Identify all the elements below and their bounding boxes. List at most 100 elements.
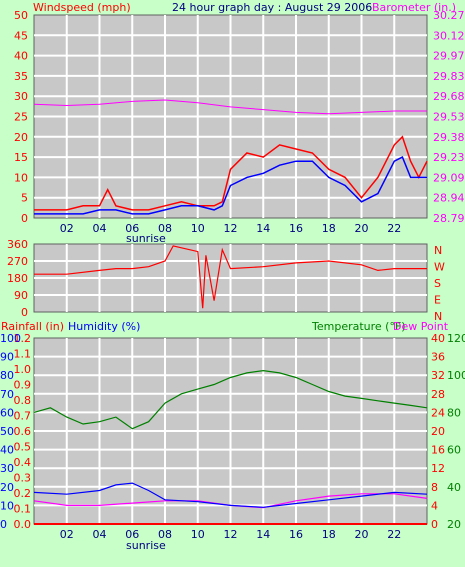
hour-tick-label: 22	[387, 222, 401, 235]
rainfall-tick-label: 0.1	[14, 503, 32, 516]
windspeed-avg-line	[34, 156, 427, 215]
hour-tick-label: 04	[93, 528, 107, 541]
hour-tick-label: 04	[93, 222, 107, 235]
temperature-tick-label: 12	[431, 462, 445, 475]
barometer-tick-label: 29.09	[433, 171, 465, 184]
windspeed-tick-label: 30	[14, 90, 28, 103]
hour-tick-label: 18	[322, 528, 336, 541]
rainfall-tick-label: 0.5	[14, 441, 32, 454]
direction-tick-label: 180	[7, 272, 28, 285]
sunrise-label-top: sunrise	[126, 232, 166, 245]
direction-tick-label: 90	[14, 289, 28, 302]
temperature-tick-label: 36	[431, 351, 445, 364]
windspeed-tick-label: 15	[14, 151, 28, 164]
windspeed-tick-label: 5	[21, 192, 28, 205]
windspeed-tick-label: 50	[14, 9, 28, 22]
hour-tick-label: 20	[355, 528, 369, 541]
humidity-tick-label: 60	[0, 406, 14, 419]
humidity-tick-label: 80	[0, 369, 14, 382]
windspeed-tick-label: 25	[14, 111, 28, 124]
temperature-tick-label: 8	[431, 481, 438, 494]
barometer-tick-label: 30.12	[433, 29, 465, 42]
temperature-f-tick-label: 20	[447, 518, 461, 531]
temperature-tick-label: 20	[431, 425, 445, 438]
barometer-tick-label: 29.53	[433, 111, 465, 124]
humidity-tick-label: 10	[0, 499, 14, 512]
direction-tick-label: 360	[7, 238, 28, 251]
windspeed-tick-label: 45	[14, 29, 28, 42]
rainfall-tick-label: 0.8	[14, 394, 32, 407]
rainfall-tick-label: 1.2	[14, 332, 32, 345]
barometer-tick-label: 29.38	[433, 131, 465, 144]
hour-tick-label: 16	[289, 222, 303, 235]
wind-direction-line	[34, 245, 427, 309]
hour-tick-label: 18	[322, 222, 336, 235]
hour-tick-label: 10	[191, 222, 205, 235]
temperature-f-line	[33, 369, 428, 430]
compass-tick-label: N	[434, 244, 442, 257]
compass-tick-label: W	[434, 261, 445, 274]
barometer-tick-label: 29.83	[433, 70, 465, 83]
humidity-tick-label: 0	[0, 518, 7, 531]
compass-tick-label: N	[434, 310, 442, 323]
temperature-tick-label: 24	[431, 406, 445, 419]
humidity-tick-label: 70	[0, 388, 14, 401]
hour-tick-label: 06	[125, 528, 139, 541]
rainfall-tick-label: 0.0	[14, 518, 32, 531]
windspeed-tick-label: 40	[14, 50, 28, 63]
temperature-tick-label: 28	[431, 388, 445, 401]
temperature-tick-label: 16	[431, 444, 445, 457]
windspeed-tick-label: 0	[21, 212, 28, 225]
barometer-in-line	[33, 99, 427, 115]
rainfall-tick-label: 0.3	[14, 472, 32, 485]
temperature-f-tick-label: 120	[447, 332, 465, 345]
windspeed-tick-label: 35	[14, 70, 28, 83]
hour-tick-label: 10	[191, 528, 205, 541]
barometer-tick-label: 29.68	[433, 90, 465, 103]
barometer-axis-title: Barometer (in.)	[372, 1, 456, 14]
temperature-tick-label: 32	[431, 369, 445, 382]
humidity-line	[33, 482, 428, 508]
windspeed-tick-label: 10	[14, 171, 28, 184]
temperature-f-tick-label: 100	[447, 369, 465, 382]
hour-tick-label: 16	[289, 528, 303, 541]
windspeed-axis-title: Windspeed (mph)	[33, 1, 131, 14]
rainfall-axis-title: Rainfall (in)	[1, 320, 64, 333]
temperature-tick-label: 4	[431, 499, 438, 512]
rainfall-tick-label: 0.4	[14, 456, 32, 469]
hour-tick-label: 14	[256, 528, 270, 541]
barometer-tick-label: 29.23	[433, 151, 465, 164]
rainfall-tick-label: 0.2	[14, 487, 32, 500]
barometer-tick-label: 30.27	[433, 9, 465, 22]
temperature-axis-title: Temperature (°F)	[311, 320, 406, 333]
windspeed-tick-label: 20	[14, 131, 28, 144]
compass-tick-label: S	[434, 277, 441, 290]
hour-tick-label: 20	[355, 222, 369, 235]
rainfall-tick-label: 1.0	[14, 363, 32, 376]
rainfall-tick-label: 0.7	[14, 410, 32, 423]
barometer-tick-label: 29.97	[433, 50, 465, 63]
dewpoint-axis-title: Dew Point	[393, 320, 449, 333]
hour-tick-label: 14	[256, 222, 270, 235]
axis-tick-labels: 0510152025303540455028.7928.9429.0929.23…	[0, 9, 465, 541]
humidity-tick-label: 50	[0, 425, 14, 438]
temperature-tick-label: 40	[431, 332, 445, 345]
barometer-tick-label: 28.94	[433, 192, 465, 205]
humidity-tick-label: 30	[0, 462, 14, 475]
data-series	[33, 99, 428, 525]
humidity-axis-title: Humidity (%)	[68, 320, 140, 333]
hour-tick-label: 08	[158, 528, 172, 541]
hour-tick-label: 08	[158, 222, 172, 235]
windspeed-mph-line	[34, 135, 428, 211]
barometer-tick-label: 28.79	[433, 212, 465, 225]
hour-tick-label: 06	[125, 222, 139, 235]
direction-tick-label: 0	[21, 306, 28, 319]
humidity-tick-label: 20	[0, 481, 14, 494]
humidity-tick-label: 90	[0, 351, 14, 364]
temperature-f-tick-label: 60	[447, 444, 461, 457]
hour-tick-label: 02	[60, 528, 74, 541]
rainfall-tick-label: 0.9	[14, 379, 32, 392]
compass-tick-label: E	[434, 294, 441, 307]
sunrise-label-bottom: sunrise	[126, 539, 166, 552]
